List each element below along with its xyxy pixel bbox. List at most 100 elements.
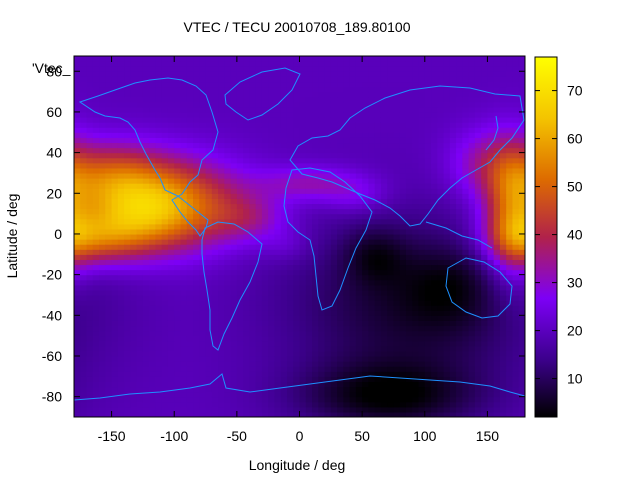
heat-cell [199,355,207,362]
heat-cell [280,233,288,240]
heat-cell [174,157,182,164]
heat-cell [86,406,94,413]
heat-cell [167,152,175,159]
heat-cell [142,376,150,382]
heat-cell [111,376,119,382]
heat-cell [149,401,157,408]
heat-cell [167,300,175,306]
heat-cell [92,371,100,377]
heat-cell [218,188,225,194]
heat-cell [499,330,507,337]
heat-cell [506,167,514,174]
heat-cell [293,152,301,159]
heat-cell [456,320,463,327]
heat-cell [236,162,244,169]
heat-cell [293,137,301,144]
heat-cell [230,345,238,352]
heat-cell [117,381,125,388]
heat-cell [318,91,326,98]
heat-cell [186,106,194,113]
heat-cell [362,396,369,403]
heat-cell [318,340,326,347]
heat-cell [205,371,213,377]
heat-cell [236,147,244,154]
heat-cell [399,371,407,377]
heat-cell [124,198,131,205]
heat-cell [456,81,463,88]
heat-cell [506,142,514,149]
heat-cell [105,172,113,179]
heat-cell [474,264,482,271]
heat-cell [255,244,263,250]
heat-cell [387,208,395,215]
heat-cell [167,315,175,321]
heat-cell [199,274,207,281]
heat-cell [199,335,207,342]
heat-cell [431,71,438,77]
heat-cell [124,76,131,83]
heat-cell [431,406,438,413]
heat-cell [286,61,294,67]
heat-cell [299,325,307,332]
heat-cell [418,132,426,138]
heat-cell [387,193,395,199]
heat-cell [299,203,307,210]
heat-cell [268,305,276,311]
heat-cell [393,218,401,225]
heat-cell [124,111,131,118]
heat-cell [167,127,175,133]
heat-cell [130,361,138,367]
heat-cell [167,117,175,123]
heat-cell [499,157,507,164]
heat-cell [374,361,382,367]
heat-cell [211,228,219,235]
heat-cell [142,86,150,93]
heat-cell [268,91,276,98]
heat-cell [117,193,125,199]
heat-cell [167,157,175,164]
heat-cell [236,340,244,347]
heat-cell [393,111,401,118]
heat-cell [161,111,169,118]
heat-cell [130,249,138,255]
heat-cell [211,223,219,230]
heat-cell [368,223,376,230]
heat-cell [199,279,207,286]
heat-cell [393,101,401,108]
heat-cell [412,137,420,144]
heat-cell [205,310,213,316]
heat-cell [136,203,144,210]
heat-cell [105,81,113,88]
heat-cell [330,386,338,393]
heat-cell [499,167,507,174]
heat-cell [393,183,401,189]
heat-cell [99,96,106,103]
heat-cell [136,86,144,93]
heat-cell [431,162,438,169]
heat-cell [387,355,395,362]
heat-cell [380,81,388,88]
heat-cell [468,152,476,159]
heat-cell [337,289,344,296]
heat-cell [343,244,351,250]
heat-cell [193,81,200,88]
heat-cell [80,142,88,149]
heat-cell [393,228,401,235]
heat-cell [149,361,157,367]
heat-cell [186,335,194,342]
heat-cell [481,198,489,205]
heat-cell [174,330,182,337]
heat-cell [161,325,169,332]
heat-cell [462,193,470,199]
heat-cell [431,122,438,128]
heat-cell [155,213,163,220]
heat-cell [224,147,232,154]
heat-cell [355,366,363,372]
heat-cell [124,279,131,286]
heat-cell [487,142,495,149]
heat-cell [362,254,369,260]
heat-cell [224,315,232,321]
heat-cell [199,167,207,174]
heat-cell [136,101,144,108]
heat-cell [449,274,457,281]
